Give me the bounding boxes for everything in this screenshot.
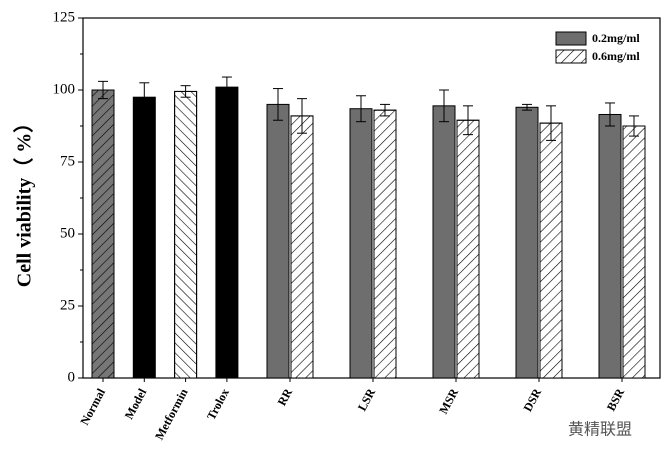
y-tick-label: 50 [60,225,75,241]
y-tick-label: 75 [60,153,75,169]
bar [515,106,539,379]
bar [215,86,239,379]
bar-hatch [456,119,480,379]
legend-hatch [555,49,587,64]
y-tick-label: 0 [68,369,76,385]
legend-swatch [555,31,587,46]
x-tick-label: Metformin [152,386,191,442]
bar-hatch [290,115,314,379]
legend-label: 0.6mg/ml [592,49,640,63]
watermark: 黄精联盟 [568,421,632,439]
y-axis-label: Cell viability（ %） [13,113,36,287]
bar [349,108,373,379]
x-tick-label: LSR [355,386,378,413]
y-tick-label: 25 [60,297,75,313]
bar-hatch [174,90,198,379]
bar [432,105,456,379]
bar [266,103,290,379]
bar-hatch [91,89,115,379]
x-tick-label: Trolox [204,386,232,422]
bar-hatch [539,122,563,379]
bar-hatch [373,109,397,379]
x-tick-label: BSR [604,386,627,413]
x-tick-label: RR [275,386,296,408]
y-tick-label: 125 [53,9,76,25]
x-tick-label: DSR [520,386,544,414]
x-tick-label: MSR [436,386,461,416]
bar [598,113,622,379]
x-tick-label: Normal [77,386,108,428]
bar-hatch [622,125,646,379]
x-tick-label: Model [122,386,150,422]
y-tick-label: 100 [53,81,76,97]
legend-label: 0.2mg/ml [592,31,640,45]
bar [132,96,156,379]
